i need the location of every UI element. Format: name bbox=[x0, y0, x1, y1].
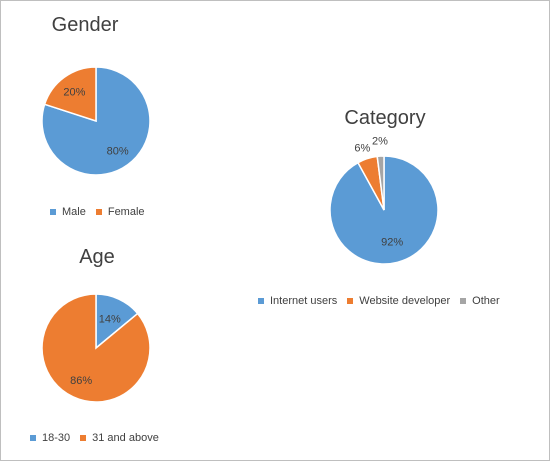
legend-label-website-developer: Website developer bbox=[359, 295, 451, 307]
category-chart-title: Category bbox=[344, 107, 426, 129]
slice-label-female: 20% bbox=[63, 86, 85, 98]
legend-label-internet-users: Internet users bbox=[270, 295, 338, 307]
legend-item-female: Female bbox=[95, 206, 145, 218]
gender-chart-title: Gender bbox=[51, 14, 119, 36]
legend-item-31-above: 31 and above bbox=[80, 432, 159, 444]
legend-label-other: Other bbox=[472, 295, 500, 307]
legend-swatch-other bbox=[460, 298, 467, 304]
gender-legend: Male Female bbox=[50, 206, 155, 218]
legend-label-male: Male bbox=[62, 206, 86, 218]
pie-slice-other bbox=[376, 155, 385, 211]
slice-label-internet-users: 92% bbox=[381, 236, 403, 248]
legend-swatch-male bbox=[50, 209, 56, 215]
legend-item-website-developer: Website developer bbox=[347, 295, 450, 307]
legend-item-male: Male bbox=[50, 206, 86, 218]
pie-slice-31-above bbox=[41, 293, 151, 403]
category-legend: Internet users Website developer Other bbox=[258, 295, 510, 307]
legend-swatch-female bbox=[95, 209, 102, 215]
slice-label-other: 2% bbox=[372, 135, 388, 147]
legend-swatch-website-developer bbox=[347, 298, 354, 304]
pie-slice-female bbox=[43, 66, 97, 123]
legend-label-female: Female bbox=[107, 206, 145, 218]
legend-item-18-30: 18-30 bbox=[30, 432, 70, 444]
legend-swatch-31-above bbox=[80, 435, 87, 441]
slice-label-18-30: 14% bbox=[99, 314, 121, 326]
slice-label-male: 80% bbox=[107, 146, 129, 158]
legend-swatch-18-30 bbox=[30, 435, 36, 441]
legend-swatch-internet-users bbox=[258, 298, 264, 304]
legend-label-31-above: 31 and above bbox=[92, 432, 159, 444]
legend-item-other: Other bbox=[460, 295, 500, 307]
age-legend: 18-30 31 and above bbox=[30, 432, 169, 444]
legend-item-internet-users: Internet users bbox=[258, 295, 337, 307]
slice-label-website-developer: 6% bbox=[354, 142, 370, 154]
legend-label-18-30: 18-30 bbox=[42, 432, 71, 444]
age-chart-title: Age bbox=[79, 246, 115, 268]
slice-label-31-above: 86% bbox=[70, 375, 92, 387]
